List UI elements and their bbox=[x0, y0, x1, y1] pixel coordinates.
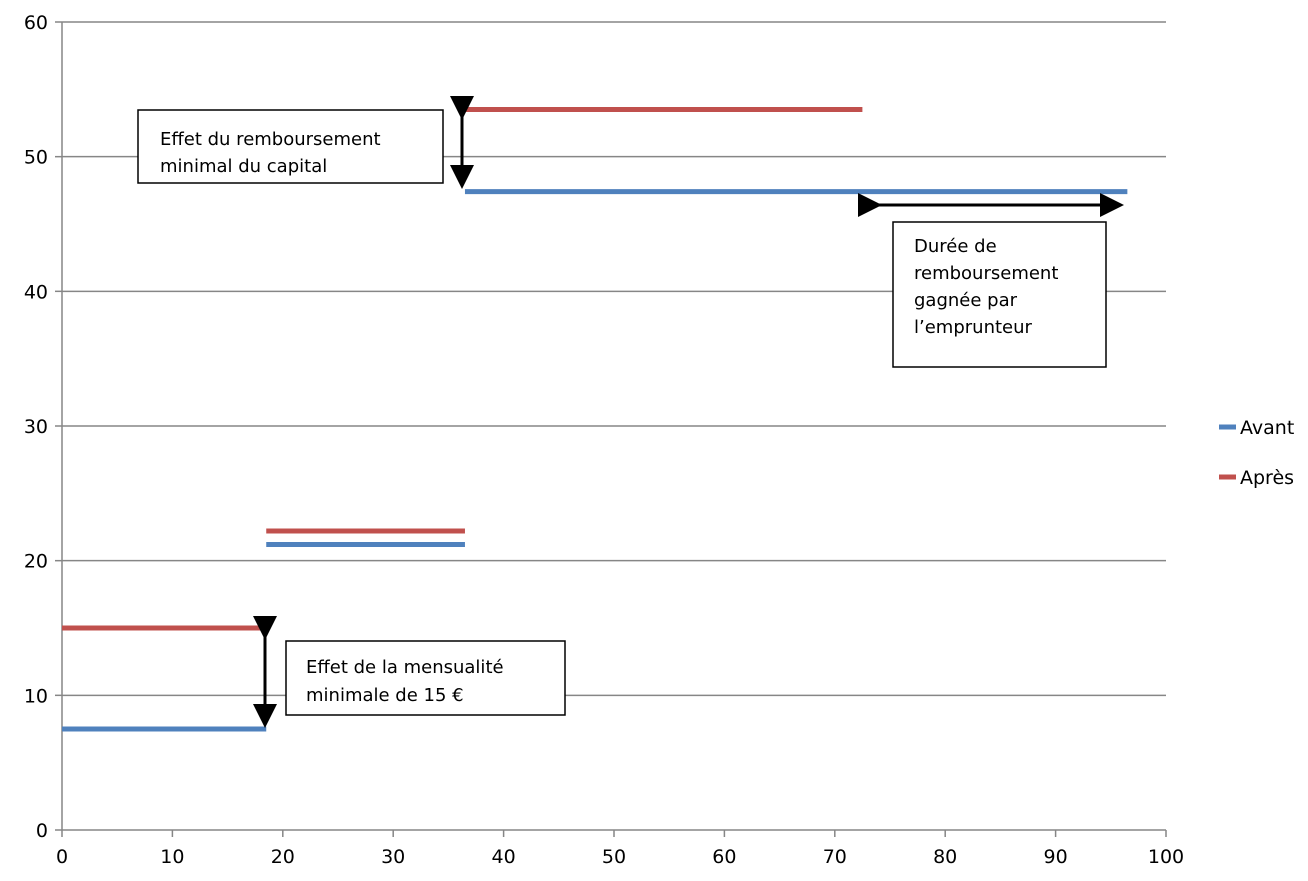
x-axis-ticks: 0 10 20 30 40 50 60 70 80 90 100 bbox=[56, 830, 1184, 868]
annotation-mensualite-box bbox=[285, 640, 566, 716]
x-tick-label-70: 70 bbox=[823, 846, 847, 868]
annotation-capital-line2: minimal du capital bbox=[160, 156, 327, 177]
series-group bbox=[62, 107, 1128, 732]
x-tick-label-20: 20 bbox=[271, 846, 295, 868]
annotation-mensualite-line2: minimale de 15 € bbox=[306, 685, 464, 706]
annotation-duree-line3: gagnée par bbox=[914, 290, 1018, 311]
y-axis-ticks: 0 10 20 30 40 50 60 bbox=[24, 12, 62, 842]
y-tick-label-0: 0 bbox=[36, 820, 48, 842]
annotation-duree-line1: Durée de bbox=[914, 236, 997, 257]
x-tick-label-0: 0 bbox=[56, 846, 68, 868]
y-tick-label-50: 50 bbox=[24, 147, 48, 169]
legend: Avant Après bbox=[1219, 417, 1294, 489]
y-tick-label-10: 10 bbox=[24, 685, 48, 707]
x-tick-label-100: 100 bbox=[1148, 846, 1184, 868]
x-tick-label-90: 90 bbox=[1044, 846, 1068, 868]
x-tick-label-50: 50 bbox=[602, 846, 626, 868]
annotation-capital-box bbox=[137, 109, 444, 184]
annotation-mensualite: Effet de la mensualité minimale de 15 € bbox=[253, 616, 566, 728]
annotation-duree-line4: l’emprunteur bbox=[914, 317, 1033, 338]
annotation-capital: Effet du remboursement minimal du capita… bbox=[137, 96, 474, 189]
annotation-duree-box bbox=[892, 221, 1107, 368]
annotation-mensualite-line1: Effet de la mensualité bbox=[306, 657, 504, 678]
x-tick-label-40: 40 bbox=[492, 846, 516, 868]
x-tick-label-30: 30 bbox=[381, 846, 405, 868]
legend-label-apres: Après bbox=[1240, 467, 1294, 489]
x-tick-label-60: 60 bbox=[712, 846, 736, 868]
y-tick-label-30: 30 bbox=[24, 416, 48, 438]
legend-label-avant: Avant bbox=[1240, 417, 1294, 439]
x-tick-label-80: 80 bbox=[933, 846, 957, 868]
y-tick-label-60: 60 bbox=[24, 12, 48, 34]
annotation-duree-line2: remboursement bbox=[914, 263, 1058, 284]
y-tick-label-40: 40 bbox=[24, 281, 48, 303]
annotation-duree: Durée de remboursement gagnée par l’empr… bbox=[858, 193, 1124, 368]
x-tick-label-10: 10 bbox=[160, 846, 184, 868]
y-tick-label-20: 20 bbox=[24, 551, 48, 573]
annotation-capital-line1: Effet du remboursement bbox=[160, 129, 381, 150]
